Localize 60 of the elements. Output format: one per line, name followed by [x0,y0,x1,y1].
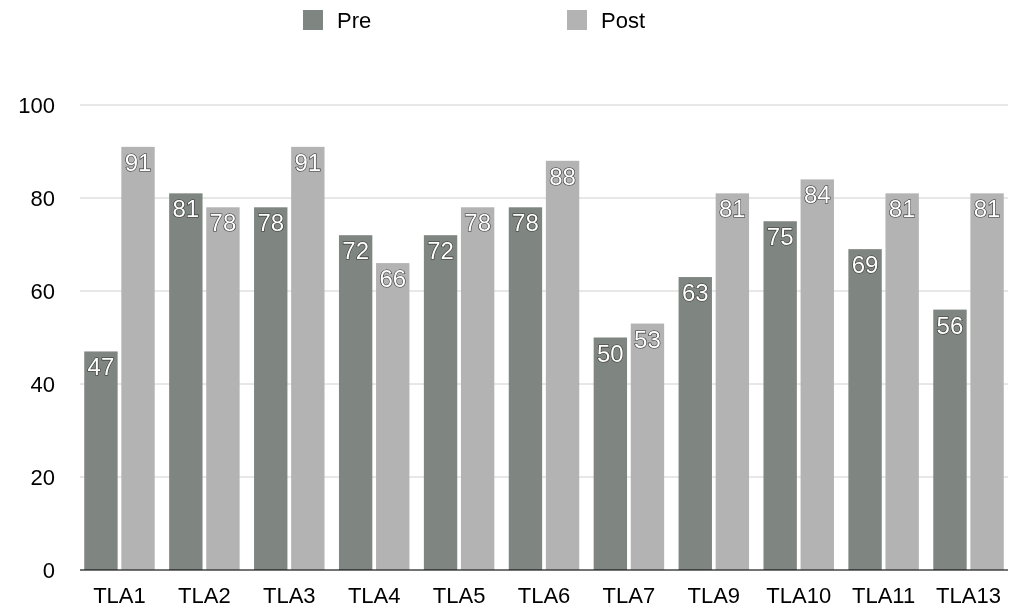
data-label: 84 [803,181,831,209]
y-tick-label: 100 [18,92,55,118]
bar [848,249,882,570]
x-tick-label: TLA3 [262,583,316,608]
bar [121,146,155,570]
data-label: 78 [257,209,285,237]
bar [169,193,203,570]
bar [254,207,288,570]
bar [885,193,919,570]
x-tick-label: TLA4 [347,583,401,608]
data-label: 75 [766,223,794,251]
legend-label: Post [601,8,646,33]
x-tick-label: TLA13 [936,583,1001,608]
bar [84,351,118,570]
bar [593,337,628,570]
bar [423,235,458,570]
y-tick-label: 20 [30,464,55,490]
x-tick-label: TLA7 [602,583,656,608]
x-tick-label: TLA1 [93,583,146,608]
data-label: 81 [719,195,746,223]
bar [460,207,495,570]
data-label: 78 [209,209,237,237]
legend-label: Pre [337,8,372,33]
bar [715,193,750,570]
x-tick-label: TLA10 [766,583,832,608]
data-label: 81 [172,195,200,223]
y-tick-label: 80 [30,185,55,211]
bar [508,207,543,570]
data-label: 63 [681,279,709,307]
bar [678,277,712,570]
x-tick-label: TLA11 [852,583,916,608]
bar [630,323,665,570]
x-tick-label: TLA5 [432,583,486,608]
data-label: 56 [936,311,964,339]
y-tick-label: 40 [30,371,55,397]
data-label: 69 [851,251,879,279]
bar [206,207,240,570]
data-label: 72 [427,237,454,265]
y-tick-label: 60 [30,278,55,304]
bar [800,179,834,570]
bar [970,193,1004,570]
data-label: 78 [512,209,539,237]
data-label: 72 [342,237,369,265]
data-label: 47 [87,353,115,381]
x-tick-label: TLA2 [178,583,231,608]
data-label: 50 [597,339,624,367]
bar [291,146,325,570]
data-label: 91 [294,148,322,176]
data-label: 53 [634,325,661,353]
bar [545,160,580,570]
x-tick-label: TLA6 [517,583,571,608]
data-label: 88 [549,162,576,190]
data-label: 66 [379,265,407,293]
bar [376,263,410,570]
bar [933,309,967,570]
bar [763,221,797,570]
data-label: 91 [124,148,152,176]
y-tick-label: 0 [42,557,55,583]
x-tick-label: TLA9 [687,583,741,608]
bar [338,235,373,570]
